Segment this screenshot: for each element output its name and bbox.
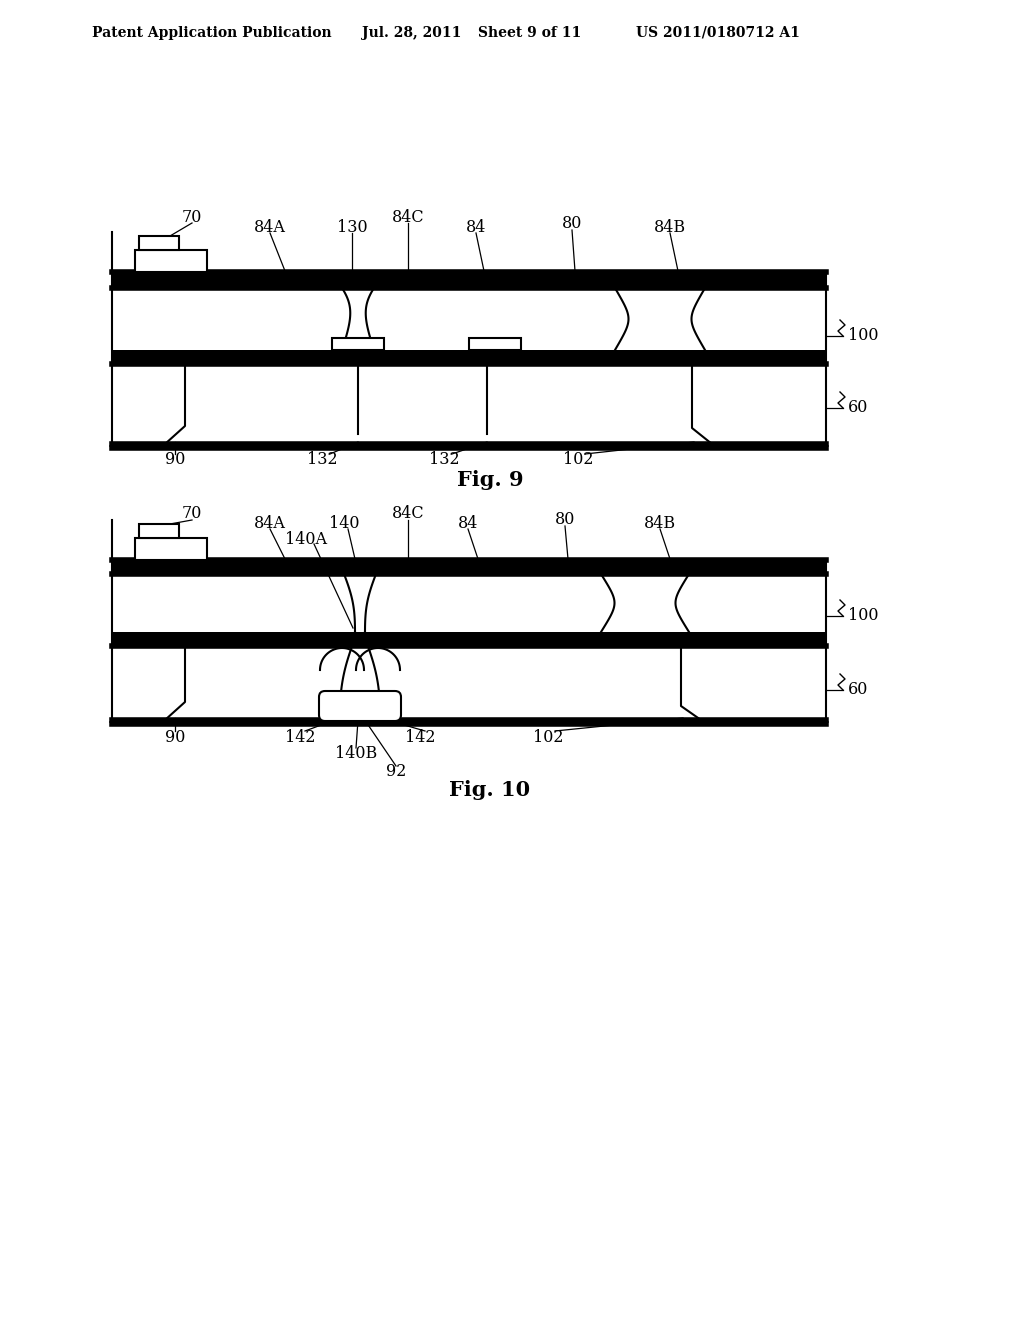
Text: US 2011/0180712 A1: US 2011/0180712 A1 [636, 26, 800, 40]
Bar [112, 645, 826, 719]
Text: 84: 84 [466, 219, 486, 235]
Text: 142: 142 [285, 729, 315, 746]
Text: 70: 70 [182, 506, 202, 523]
Text: 132: 132 [429, 451, 460, 469]
Text: 140B: 140B [335, 746, 377, 763]
Text: Patent Application Publication: Patent Application Publication [92, 26, 332, 40]
Text: 100: 100 [848, 327, 879, 345]
Bar [469, 338, 521, 350]
Text: 140A: 140A [285, 532, 327, 549]
Text: Fig. 9: Fig. 9 [457, 470, 523, 490]
Text: 90: 90 [165, 729, 185, 746]
Text: Sheet 9 of 11: Sheet 9 of 11 [478, 26, 582, 40]
Text: 102: 102 [563, 451, 593, 469]
Text: 92: 92 [386, 763, 407, 780]
Text: 84C: 84C [392, 506, 424, 523]
Bar [139, 524, 179, 539]
Text: 132: 132 [306, 451, 337, 469]
Text: 90: 90 [165, 451, 185, 469]
Text: 60: 60 [848, 681, 868, 698]
Text: Jul. 28, 2011: Jul. 28, 2011 [362, 26, 462, 40]
Bar [112, 632, 826, 645]
Text: 84A: 84A [254, 219, 286, 235]
FancyBboxPatch shape [319, 690, 401, 721]
Text: 84B: 84B [644, 515, 676, 532]
Text: 80: 80 [562, 215, 583, 232]
Bar [135, 249, 207, 272]
Bar [112, 288, 826, 350]
Bar [112, 364, 826, 444]
Bar [112, 560, 826, 574]
Bar [332, 338, 384, 350]
Text: 84: 84 [458, 515, 478, 532]
Text: 60: 60 [848, 400, 868, 417]
Text: 140: 140 [329, 515, 359, 532]
Text: 102: 102 [532, 729, 563, 746]
Text: 100: 100 [848, 607, 879, 624]
Text: 70: 70 [182, 209, 202, 226]
Text: 84B: 84B [654, 219, 686, 235]
Text: 80: 80 [555, 511, 575, 528]
Bar [112, 272, 826, 288]
Bar [112, 350, 826, 364]
Text: 142: 142 [404, 729, 435, 746]
Text: 130: 130 [337, 219, 368, 235]
Text: 84A: 84A [254, 515, 286, 532]
Bar [112, 574, 826, 632]
Text: 84C: 84C [392, 209, 424, 226]
Bar [135, 539, 207, 560]
Bar [139, 236, 179, 249]
Text: Fig. 10: Fig. 10 [450, 780, 530, 800]
